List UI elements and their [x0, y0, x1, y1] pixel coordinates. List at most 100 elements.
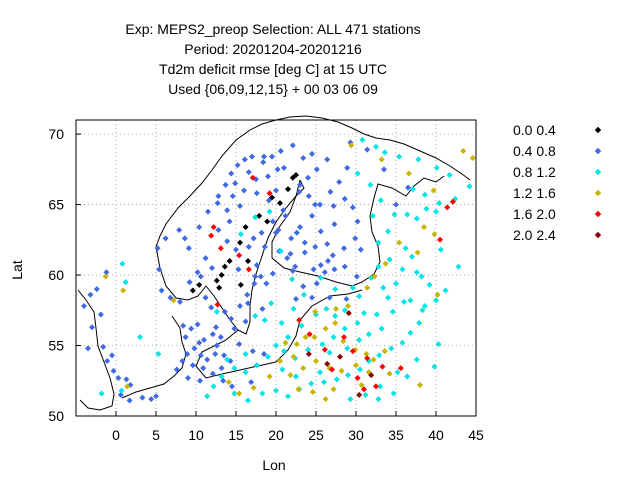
point-s3-16 [311, 334, 318, 341]
point-s1-115 [231, 325, 238, 332]
chart-title: Exp: MEPS2_preop Selection: ALL 471 stat… [125, 21, 420, 97]
point-s1-30 [261, 243, 268, 250]
point-s4-1 [210, 224, 217, 231]
point-s2-59 [407, 329, 414, 336]
point-s1-4 [269, 153, 275, 160]
point-s2-12 [391, 211, 398, 218]
point-s3-50 [277, 358, 283, 365]
point-s1-161 [353, 273, 360, 280]
point-s3-10 [382, 260, 389, 267]
legend-marker-4 [594, 210, 602, 218]
coastline-britain [77, 289, 115, 411]
point-s1-106 [173, 366, 180, 373]
point-s1-27 [224, 238, 231, 245]
point-s5-0 [345, 310, 352, 317]
point-s3-1 [378, 156, 385, 163]
point-s4-0 [249, 174, 256, 181]
point-s4-12 [364, 355, 371, 362]
point-s1-93 [196, 339, 203, 346]
point-s1-102 [209, 370, 216, 377]
legend-label-1: 0.4 0.8 [513, 143, 556, 159]
point-s3-37 [282, 339, 289, 346]
point-s2-30 [341, 325, 348, 332]
point-s1-60 [244, 291, 251, 298]
point-s1-9 [313, 166, 320, 173]
point-s1-157 [313, 280, 320, 287]
point-s1-89 [194, 321, 201, 328]
point-s1-81 [222, 181, 229, 188]
point-s2-33 [305, 346, 311, 353]
point-s1-25 [245, 243, 252, 250]
x-axis-label: Lon [262, 457, 285, 473]
point-s1-172 [252, 273, 259, 280]
point-s2-108 [119, 260, 126, 267]
legend-marker-1 [594, 147, 602, 155]
point-s2-90 [356, 293, 363, 300]
point-s2-27 [378, 325, 385, 332]
title-line-1: Exp: MEPS2_preop Selection: ALL 471 stat… [125, 21, 420, 37]
point-s3-25 [338, 367, 345, 374]
point-s3-18 [332, 319, 339, 326]
point-s2-73 [437, 246, 444, 253]
point-s1-168 [405, 184, 411, 191]
point-s2-65 [347, 396, 354, 403]
point-s2-21 [413, 269, 420, 276]
point-s2-56 [376, 352, 383, 359]
point-s0-17 [216, 284, 223, 291]
y-tick-label-2: 60 [48, 267, 64, 283]
point-s1-129 [89, 324, 95, 331]
point-s1-160 [357, 246, 364, 253]
point-s1-125 [93, 286, 100, 293]
point-s1-42 [324, 241, 331, 248]
point-s3-13 [312, 308, 319, 315]
point-s2-47 [273, 387, 279, 394]
point-s1-118 [259, 305, 266, 312]
point-s2-78 [354, 170, 361, 177]
coastline-sweden-east [205, 179, 305, 335]
x-tick-label-4: 20 [268, 427, 284, 443]
point-s1-159 [341, 263, 348, 270]
point-s0-2 [285, 186, 291, 193]
point-s2-45 [245, 397, 251, 404]
point-s1-24 [250, 235, 257, 242]
point-s1-91 [209, 331, 216, 338]
point-s2-37 [265, 353, 271, 360]
point-s1-142 [214, 200, 221, 207]
point-s2-15 [423, 205, 430, 212]
point-s2-13 [404, 211, 411, 218]
coastline-baltic [195, 289, 363, 379]
point-s1-41 [331, 221, 338, 228]
point-s1-120 [253, 262, 260, 269]
point-s1-152 [301, 239, 308, 246]
point-s1-19 [253, 190, 260, 197]
point-s1-54 [325, 257, 331, 264]
point-s0-11 [213, 277, 220, 284]
y-tick-label-0: 50 [48, 408, 64, 424]
point-s2-93 [375, 263, 382, 270]
y-tick-label-1: 55 [48, 338, 64, 354]
point-s3-2 [405, 170, 412, 177]
point-s3-28 [300, 365, 307, 372]
point-s1-128 [81, 303, 87, 310]
point-s3-44 [170, 297, 177, 304]
point-s2-63 [377, 383, 383, 390]
point-s3-34 [358, 381, 365, 388]
point-s2-48 [285, 393, 291, 400]
point-s1-133 [115, 374, 122, 381]
point-s2-1 [373, 143, 379, 150]
point-s2-67 [390, 390, 397, 397]
point-s1-95 [184, 350, 191, 357]
point-s2-79 [367, 181, 374, 188]
point-s2-74 [455, 263, 462, 270]
point-s1-163 [326, 294, 333, 301]
point-s2-100 [266, 208, 273, 215]
point-s1-84 [185, 245, 192, 252]
point-s2-25 [401, 298, 407, 305]
point-s2-46 [259, 390, 266, 397]
point-s1-70 [177, 298, 183, 305]
point-s1-7 [300, 155, 307, 162]
point-s4-9 [449, 198, 456, 205]
point-s0-6 [242, 224, 249, 231]
point-s1-137 [139, 394, 146, 401]
coastline-scandinavia [155, 115, 471, 248]
